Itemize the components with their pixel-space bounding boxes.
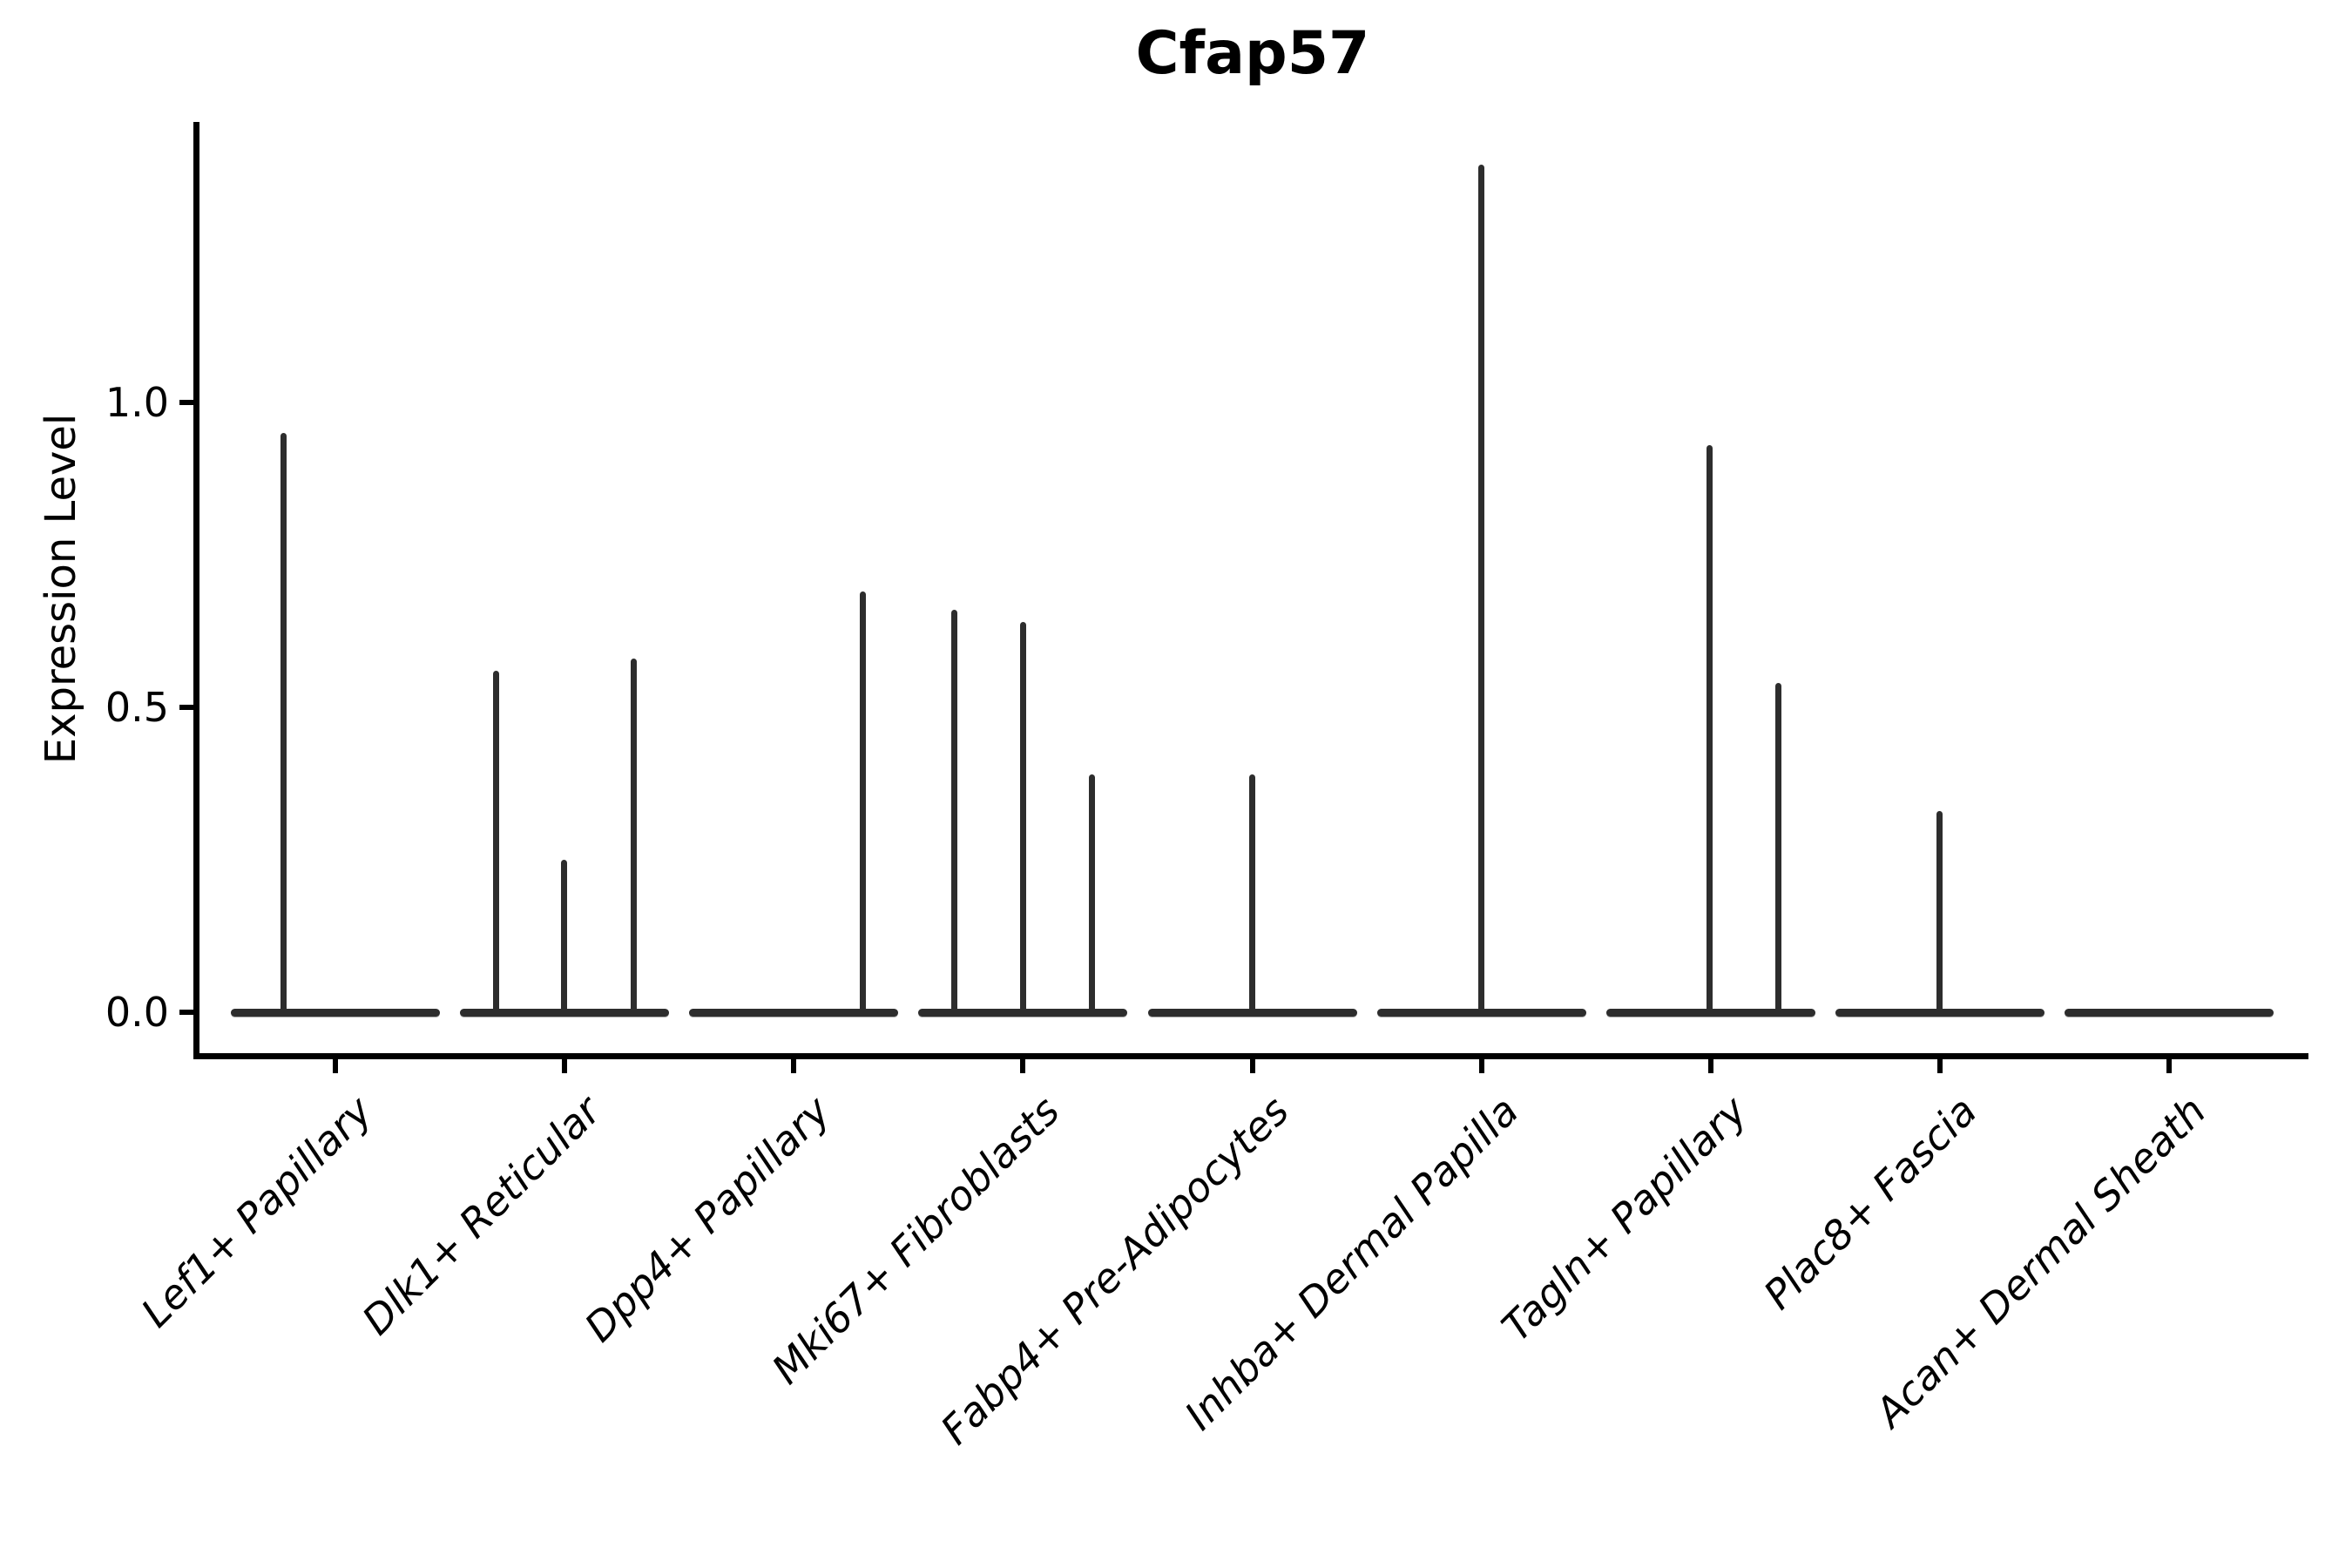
violin-needle-2-2 bbox=[560, 860, 567, 1016]
xtick-mark-7 bbox=[1707, 1059, 1713, 1073]
xtick-mark-8 bbox=[1936, 1059, 1943, 1073]
violin-baseline-9 bbox=[2065, 1008, 2274, 1017]
plot-axes-frame bbox=[193, 122, 2308, 1059]
violin-needle-6-1 bbox=[1478, 165, 1485, 1016]
xtick-mark-9 bbox=[2166, 1059, 2172, 1073]
xtick-mark-1 bbox=[333, 1059, 338, 1073]
violin-needle-3-1 bbox=[859, 591, 866, 1016]
xtick-label-8: Plac8+ Fascia bbox=[1754, 1087, 1986, 1319]
xtick-mark-3 bbox=[791, 1059, 797, 1073]
violin-needle-7-2 bbox=[1775, 683, 1782, 1016]
violin-needle-5-1 bbox=[1249, 774, 1255, 1016]
violin-needle-1-1 bbox=[280, 433, 287, 1016]
violin-baseline-3 bbox=[689, 1008, 899, 1017]
xtick-mark-2 bbox=[562, 1059, 568, 1073]
xtick-label-7: Tagln+ Papillary bbox=[1492, 1087, 1756, 1351]
ytick-label-0.0: 0.0 bbox=[105, 989, 169, 1036]
xtick-label-2: Dlk1+ Reticular bbox=[353, 1087, 611, 1344]
violin-needle-4-3 bbox=[1088, 774, 1095, 1016]
ytick-label-1.0: 1.0 bbox=[105, 379, 169, 426]
violin-needle-8-1 bbox=[1936, 811, 1943, 1016]
ytick-mark-0.5 bbox=[179, 705, 193, 710]
xtick-mark-5 bbox=[1249, 1059, 1255, 1073]
xtick-mark-4 bbox=[1020, 1059, 1026, 1073]
ytick-mark-0.0 bbox=[179, 1010, 193, 1015]
chart-title: Cfap57 bbox=[1135, 19, 1370, 88]
violin-needle-4-2 bbox=[1019, 622, 1026, 1016]
xtick-mark-6 bbox=[1478, 1059, 1484, 1073]
xtick-label-1: Lef1+ Papillary bbox=[132, 1087, 382, 1336]
violin-needle-2-3 bbox=[630, 659, 637, 1016]
violin-needle-4-1 bbox=[950, 610, 957, 1016]
violin-needle-7-1 bbox=[1707, 445, 1713, 1016]
ytick-label-0.5: 0.5 bbox=[105, 684, 169, 731]
violin-baseline-1 bbox=[231, 1008, 440, 1017]
xtick-label-3: Dpp4+ Papillary bbox=[575, 1087, 840, 1351]
violin-needle-2-1 bbox=[492, 671, 499, 1016]
ytick-mark-1.0 bbox=[179, 400, 193, 405]
